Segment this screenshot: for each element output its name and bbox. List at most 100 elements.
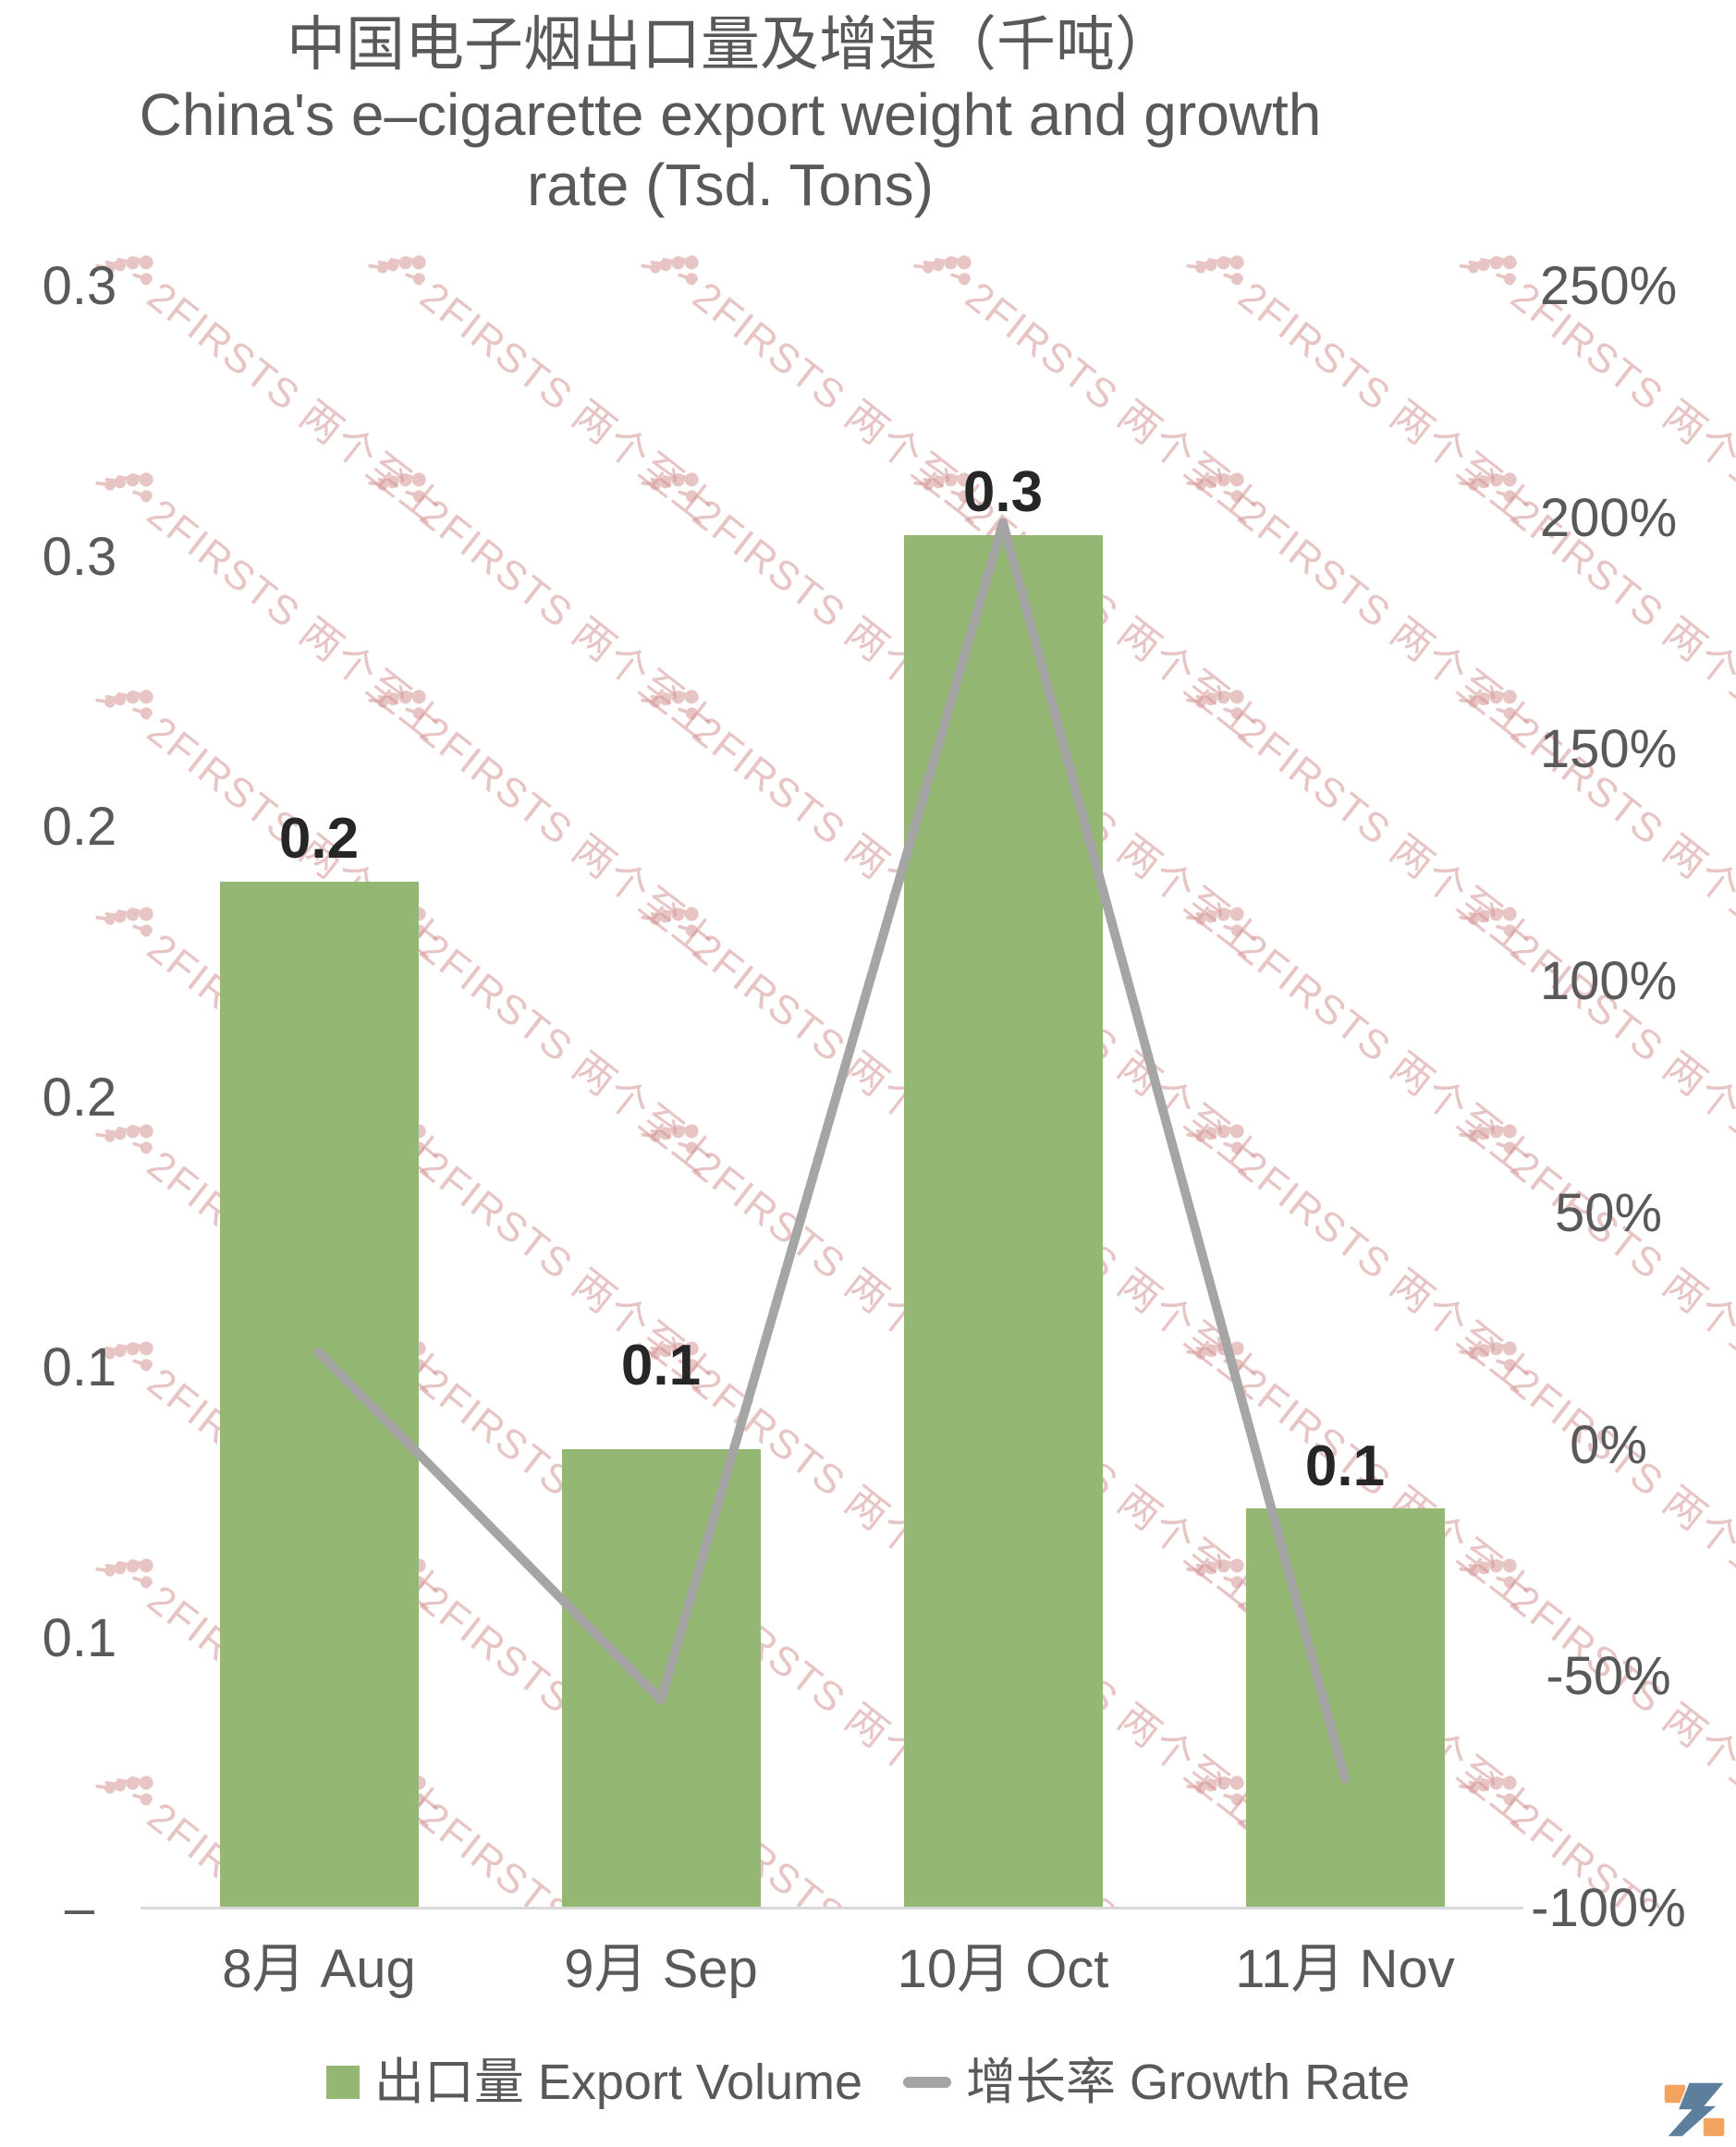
watermark-branch-icon	[641, 255, 699, 286]
watermark-branch-icon	[1186, 1341, 1244, 1372]
watermark-text: 2FIRSTS 两个至上	[411, 490, 727, 750]
watermark-tile: 2FIRSTS 两个至上	[913, 231, 1364, 532]
watermark-tile: 2FIRSTS 两个至上	[1459, 1317, 1736, 1618]
watermark-text: 2FIRSTS 两个至上	[411, 273, 727, 533]
watermark-text: 2FIRSTS 两个至上	[411, 924, 727, 1185]
export-volume-bar	[561, 1448, 761, 1909]
right-axis-tick-label: 250%	[1539, 256, 1678, 316]
watermark-branch-icon	[95, 472, 153, 503]
watermark-tile: 2FIRSTS 两个至上	[1459, 883, 1736, 1184]
right-axis-tick-label: 50%	[1554, 1182, 1663, 1243]
left-axis-tick-label: 0.2	[42, 797, 117, 857]
chart-title-line-en1: China's e–cigarette export weight and gr…	[139, 81, 1322, 148]
watermark-tile: 2FIRSTS 两个至上	[95, 448, 546, 750]
watermark: 2FIRSTS 两个至上	[1177, 1100, 1547, 1406]
watermark-branch-icon	[1459, 1124, 1517, 1154]
watermark-branch-icon	[95, 1775, 153, 1806]
left-axis-tick-label: 0.1	[42, 1607, 117, 1668]
watermark-branch-icon	[1186, 1558, 1244, 1589]
chart-title: 中国电子烟出口量及增速（千吨） China's e–cigarette expo…	[0, 9, 1461, 220]
watermark-tile: 2FIRSTS 两个至上	[95, 665, 546, 967]
x-axis-category-label: 9月 Sep	[564, 1939, 758, 1999]
watermark-text: 2FIRSTS 两个至上	[1502, 1141, 1736, 1402]
watermark-tile: 2FIRSTS 两个至上	[1459, 1751, 1736, 1909]
bar-data-label: 0.1	[1304, 1434, 1386, 1499]
right-axis-tick-label: -50%	[1546, 1646, 1671, 1707]
watermark-branch-icon	[368, 255, 426, 286]
watermark-text: 2FIRSTS 两个至上	[139, 273, 454, 533]
right-axis-tick-label: 0%	[1570, 1414, 1647, 1475]
x-axis-line	[141, 1907, 1523, 1909]
watermark-tile: 2FIRSTS 两个至上	[1459, 665, 1736, 967]
watermark-branch-icon	[641, 907, 699, 937]
bar-data-label: 0.3	[962, 460, 1044, 525]
right-axis-tick-label: 100%	[1539, 951, 1678, 1012]
watermark-branch-icon	[95, 907, 153, 937]
watermark-tile: 2FIRSTS 两个至上	[95, 231, 546, 532]
watermark-text: 2FIRSTS 两个至上	[1502, 1576, 1736, 1836]
left-axis-tick-label: –	[64, 1878, 95, 1938]
watermark-text: 2FIRSTS 两个至上	[1229, 1141, 1545, 1402]
right-axis-tick-label: 150%	[1539, 719, 1678, 780]
chart-title-line-en2: rate (Tsd. Tons)	[527, 152, 934, 218]
watermark-branch-icon	[641, 689, 699, 720]
watermark: 2FIRSTS 两个至上	[359, 448, 728, 754]
watermark-tile: 2FIRSTS 两个至上	[1186, 1100, 1637, 1401]
2firsts-logo	[1663, 2081, 1727, 2138]
watermark-text: 2FIRSTS 两个至上	[139, 490, 454, 750]
watermark: 2FIRSTS 两个至上	[1449, 1100, 1736, 1406]
watermark-tile: 2FIRSTS 两个至上	[1186, 665, 1637, 967]
watermark-branch-icon	[1186, 689, 1244, 720]
watermark-tile: 2FIRSTS 两个至上	[368, 665, 819, 967]
watermark-branch-icon	[1186, 1124, 1244, 1154]
watermark-branch-icon	[1186, 255, 1244, 286]
export-volume-bar	[219, 881, 419, 1909]
export-volume-bar	[1245, 1508, 1445, 1909]
export-volume-bar	[903, 535, 1103, 1909]
watermark: 2FIRSTS 两个至上	[86, 448, 456, 754]
x-axis-category-label: 11月 Nov	[1235, 1939, 1455, 1999]
watermark-branch-icon	[1186, 472, 1244, 503]
watermark-text: 2FIRSTS 两个至上	[1502, 1359, 1736, 1619]
chart-title-line-zh: 中国电子烟出口量及增速（千吨）	[287, 11, 1174, 78]
watermark-tile: 2FIRSTS 两个至上	[1186, 1317, 1637, 1618]
watermark-branch-icon	[1459, 1341, 1517, 1372]
watermark: 2FIRSTS 两个至上	[1449, 883, 1736, 1189]
watermark-tile: 2FIRSTS 两个至上	[368, 1100, 819, 1401]
legend-label-growth-rate: 增长率 Growth Rate	[966, 2055, 1411, 2110]
watermark: 2FIRSTS 两个至上	[1449, 665, 1736, 971]
left-axis-tick-label: 0.3	[42, 526, 117, 587]
watermark-branch-icon	[641, 472, 699, 503]
watermark-branch-icon	[1459, 907, 1517, 937]
right-axis-tick-label: 200%	[1539, 487, 1678, 548]
watermark-tile: 2FIRSTS 两个至上	[641, 231, 1092, 532]
watermark-branch-icon	[913, 255, 972, 286]
watermark-branch-icon	[1186, 1775, 1244, 1806]
legend-line-marker-growth-rate	[903, 2077, 952, 2088]
watermark: 2FIRSTS 两个至上	[359, 231, 728, 537]
x-axis-category-label: 10月 Oct	[897, 1939, 1109, 1999]
left-axis-tick-label: 0.1	[42, 1337, 117, 1397]
watermark: 2FIRSTS 两个至上	[1177, 883, 1547, 1189]
x-axis-category-label: 8月 Aug	[222, 1939, 416, 1999]
watermark-branch-icon	[1459, 1775, 1517, 1806]
bar-data-label: 0.2	[278, 806, 360, 871]
watermark-tile: 2FIRSTS 两个至上	[1459, 1100, 1736, 1401]
left-axis-tick-label: 0.2	[42, 1067, 117, 1128]
watermark-branch-icon	[95, 1558, 153, 1589]
bar-data-label: 0.1	[620, 1333, 702, 1397]
legend: 出口量 Export Volume 增长率 Growth Rate	[0, 2054, 1736, 2111]
watermark-branch-icon	[368, 689, 426, 720]
watermark-tile: 2FIRSTS 两个至上	[1186, 883, 1637, 1184]
watermark-branch-icon	[1186, 907, 1244, 937]
legend-label-export-volume: 出口量 Export Volume	[373, 2055, 863, 2110]
watermark-branch-icon	[368, 472, 426, 503]
left-axis-tick-label: 0.3	[42, 256, 117, 316]
watermark-branch-icon	[641, 1124, 699, 1154]
watermark-tile: 2FIRSTS 两个至上	[368, 448, 819, 750]
watermark-tile: 2FIRSTS 两个至上	[368, 231, 819, 532]
watermark-branch-icon	[1459, 1558, 1517, 1589]
watermark: 2FIRSTS 两个至上	[1177, 665, 1547, 971]
right-axis-tick-label: -100%	[1531, 1878, 1686, 1938]
